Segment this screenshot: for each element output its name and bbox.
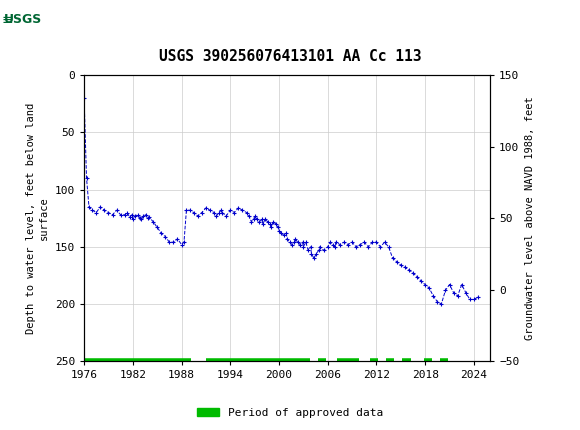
Legend: Period of approved data: Period of approved data (193, 403, 387, 422)
Text: USGS: USGS (4, 13, 42, 26)
Y-axis label: Groundwater level above NAVD 1988, feet: Groundwater level above NAVD 1988, feet (525, 96, 535, 340)
Text: ≡: ≡ (1, 12, 13, 27)
Text: USGS 390256076413101 AA Cc 113: USGS 390256076413101 AA Cc 113 (159, 49, 421, 64)
Y-axis label: Depth to water level, feet below land
surface: Depth to water level, feet below land su… (26, 103, 49, 334)
FancyBboxPatch shape (3, 3, 61, 37)
